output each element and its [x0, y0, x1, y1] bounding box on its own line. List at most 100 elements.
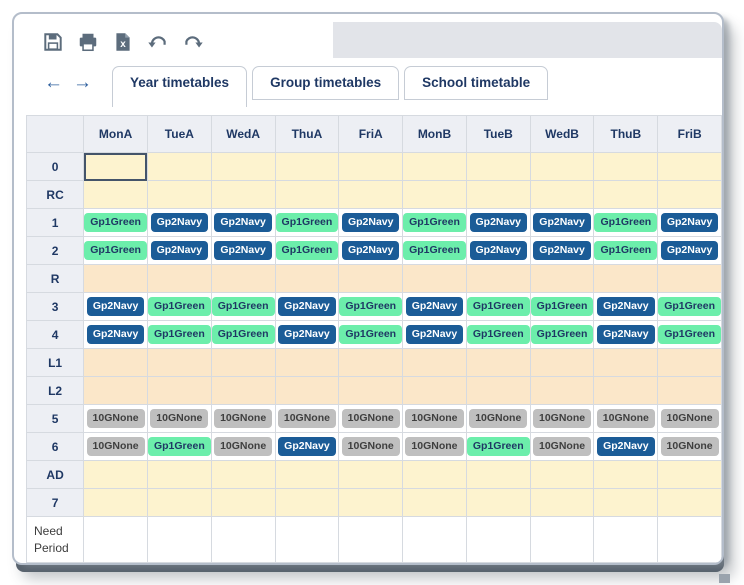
timetable-cell[interactable] [274, 180, 340, 209]
timetable-cell[interactable] [593, 348, 659, 377]
timetable-cell[interactable] [465, 516, 531, 563]
timetable-cell[interactable] [657, 264, 722, 293]
lesson-badge[interactable]: Gp1Green [339, 297, 402, 316]
lesson-badge[interactable]: 10GNone [341, 409, 400, 428]
lesson-badge[interactable]: Gp2Navy [278, 437, 336, 456]
lesson-badge[interactable]: Gp1Green [403, 241, 466, 260]
timetable-cell[interactable]: Gp2Navy [338, 208, 404, 237]
timetable-cell[interactable] [210, 460, 276, 489]
timetable-cell[interactable]: 10GNone [593, 404, 659, 433]
timetable-cell[interactable] [529, 348, 595, 377]
timetable-cell[interactable] [657, 488, 722, 517]
lesson-badge[interactable]: Gp1Green [467, 325, 530, 344]
lesson-badge[interactable]: Gp1Green [658, 297, 721, 316]
timetable-cell[interactable]: 10GNone [210, 404, 276, 433]
timetable-cell[interactable]: Gp2Navy [83, 292, 148, 321]
lesson-badge[interactable]: Gp1Green [594, 241, 657, 260]
lesson-badge[interactable]: Gp2Navy [597, 437, 655, 456]
timetable-cell[interactable] [274, 488, 340, 517]
timetable-cell[interactable] [529, 264, 595, 293]
redo-button[interactable] [180, 29, 206, 55]
timetable-cell[interactable] [529, 516, 595, 563]
timetable-cell[interactable] [146, 376, 212, 405]
timetable-cell[interactable] [402, 348, 467, 377]
timetable-cell[interactable] [465, 152, 531, 181]
timetable-cell[interactable] [146, 460, 212, 489]
timetable-cell[interactable] [593, 516, 659, 563]
lesson-badge[interactable]: Gp1Green [531, 297, 593, 316]
timetable-cell[interactable] [657, 180, 722, 209]
lesson-badge[interactable]: Gp1Green [467, 297, 530, 316]
lesson-badge[interactable]: 10GNone [660, 437, 719, 456]
timetable-cell[interactable]: Gp2Navy [402, 292, 467, 321]
save-button[interactable] [40, 29, 66, 55]
lesson-badge[interactable]: Gp1Green [212, 325, 275, 344]
lesson-badge[interactable]: Gp2Navy [469, 213, 528, 232]
lesson-badge[interactable]: Gp1Green [148, 325, 211, 344]
timetable-cell[interactable]: Gp1Green [210, 292, 276, 321]
lesson-badge[interactable]: Gp2Navy [278, 297, 336, 316]
timetable-cell[interactable] [338, 376, 404, 405]
timetable-cell[interactable] [529, 488, 595, 517]
timetable-cell[interactable]: Gp1Green [465, 320, 531, 349]
tab-year-timetables[interactable]: Year timetables [112, 66, 248, 107]
timetable-cell[interactable]: Gp1Green [402, 208, 467, 237]
lesson-badge[interactable]: 10GNone [469, 409, 528, 428]
timetable-cell[interactable]: Gp1Green [146, 292, 212, 321]
timetable-cell[interactable]: Gp2Navy [402, 320, 467, 349]
undo-button[interactable] [145, 29, 171, 55]
timetable-cell[interactable] [402, 516, 467, 563]
timetable-cell[interactable] [274, 348, 340, 377]
timetable-cell[interactable] [83, 348, 148, 377]
timetable-cell[interactable] [274, 516, 340, 563]
timetable-cell[interactable] [146, 488, 212, 517]
timetable-cell[interactable]: Gp2Navy [210, 236, 276, 265]
timetable-cell[interactable]: Gp1Green [146, 320, 212, 349]
export-excel-button[interactable]: x [110, 29, 136, 55]
timetable-cell[interactable]: Gp1Green [146, 432, 212, 461]
tab-school-timetable[interactable]: School timetable [404, 66, 549, 100]
resize-handle[interactable] [719, 574, 730, 583]
timetable-cell[interactable] [210, 264, 276, 293]
timetable-cell[interactable] [465, 180, 531, 209]
timetable-cell[interactable]: 10GNone [529, 404, 595, 433]
timetable-cell[interactable]: 10GNone [274, 404, 340, 433]
lesson-badge[interactable]: 10GNone [214, 437, 273, 456]
timetable-cell[interactable]: Gp1Green [657, 320, 722, 349]
timetable-cell[interactable]: Gp2Navy [593, 432, 659, 461]
lesson-badge[interactable]: 10GNone [150, 409, 209, 428]
timetable-cell[interactable] [210, 376, 276, 405]
timetable-cell[interactable]: Gp1Green [338, 292, 404, 321]
timetable-cell[interactable] [593, 264, 659, 293]
timetable-cell[interactable]: Gp1Green [465, 292, 531, 321]
lesson-badge[interactable]: 10GNone [532, 437, 592, 456]
timetable-cell[interactable]: Gp2Navy [146, 208, 212, 237]
timetable-cell[interactable] [146, 180, 212, 209]
timetable-cell[interactable] [210, 152, 276, 181]
timetable-cell[interactable]: Gp2Navy [83, 320, 148, 349]
timetable-cell[interactable] [529, 180, 595, 209]
timetable-cell[interactable] [210, 516, 276, 563]
timetable-cell[interactable] [593, 152, 659, 181]
timetable-cell[interactable] [593, 180, 659, 209]
timetable-cell[interactable]: Gp1Green [83, 236, 148, 265]
timetable-cell[interactable]: Gp2Navy [657, 208, 722, 237]
timetable-cell[interactable] [210, 348, 276, 377]
timetable-cell[interactable] [146, 516, 212, 563]
timetable-cell[interactable] [465, 488, 531, 517]
timetable-cell[interactable] [465, 264, 531, 293]
timetable-cell[interactable] [529, 152, 595, 181]
lesson-badge[interactable]: Gp2Navy [341, 213, 400, 232]
lesson-badge[interactable]: 10GNone [596, 409, 655, 428]
timetable-cell[interactable] [657, 348, 722, 377]
timetable-cell[interactable] [657, 460, 722, 489]
timetable-cell[interactable] [338, 348, 404, 377]
timetable-cell[interactable]: Gp2Navy [657, 236, 722, 265]
timetable-cell[interactable] [83, 516, 148, 563]
lesson-badge[interactable]: 10GNone [341, 437, 400, 456]
timetable-cell[interactable]: Gp1Green [338, 320, 404, 349]
lesson-badge[interactable]: Gp2Navy [214, 213, 272, 232]
timetable-cell[interactable] [146, 152, 212, 181]
lesson-badge[interactable]: Gp1Green [276, 241, 338, 260]
timetable-cell[interactable]: 10GNone [146, 404, 212, 433]
